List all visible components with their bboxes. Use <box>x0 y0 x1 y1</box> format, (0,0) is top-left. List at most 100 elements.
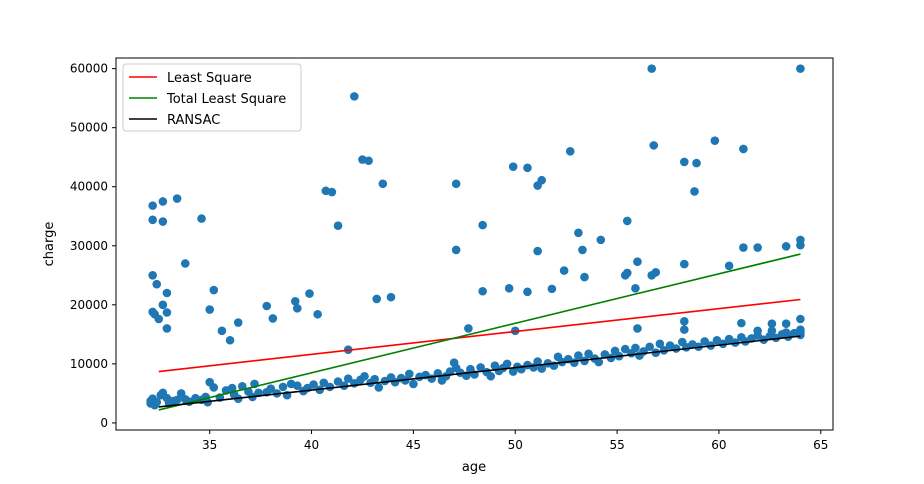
data-point <box>372 294 382 304</box>
data-point <box>266 384 276 393</box>
data-point <box>680 157 689 167</box>
data-point <box>364 156 373 166</box>
data-point <box>578 245 587 255</box>
y-tick-label: 20000 <box>70 298 108 312</box>
data-point <box>386 292 396 302</box>
data-point <box>319 378 329 388</box>
data-point <box>227 383 237 393</box>
legend-label-2: RANSAC <box>167 113 220 128</box>
y-tick-label: 60000 <box>70 62 108 76</box>
data-point <box>700 337 709 346</box>
data-point <box>739 144 748 154</box>
data-point <box>158 300 168 310</box>
data-point <box>205 305 214 314</box>
data-point <box>659 345 669 355</box>
fit-lines-layer <box>158 253 801 411</box>
data-point <box>796 240 805 250</box>
data-point <box>537 364 547 373</box>
data-point <box>584 349 593 359</box>
data-point <box>327 187 337 197</box>
data-point <box>718 339 728 349</box>
data-point <box>162 308 172 317</box>
data-point <box>622 216 632 226</box>
data-point <box>580 272 589 282</box>
data-point <box>360 371 369 381</box>
data-point <box>710 136 720 145</box>
data-point <box>781 319 791 329</box>
data-point <box>622 268 632 278</box>
y-tick-label: 50000 <box>70 121 108 135</box>
data-point <box>162 324 172 333</box>
data-point <box>451 245 461 255</box>
data-point <box>680 317 689 326</box>
data-point <box>565 146 575 156</box>
data-point <box>464 324 473 333</box>
data-point <box>148 201 157 210</box>
data-point <box>209 285 219 295</box>
data-point <box>645 342 654 352</box>
x-tick-label: 65 <box>813 438 828 452</box>
data-point <box>343 374 353 383</box>
data-point <box>655 339 665 349</box>
data-point <box>649 141 659 150</box>
data-point <box>313 309 322 319</box>
legend: Least Square Total Least Square RANSAC <box>122 63 302 132</box>
data-point <box>574 228 583 238</box>
data-point <box>647 270 657 280</box>
data-point <box>633 324 642 333</box>
data-point <box>796 314 805 324</box>
data-point <box>478 220 487 230</box>
data-point <box>292 304 302 313</box>
data-point <box>753 331 762 340</box>
data-point <box>262 301 272 311</box>
data-point <box>225 335 235 345</box>
data-point <box>680 259 689 269</box>
data-point <box>233 318 243 327</box>
data-point <box>753 243 762 252</box>
data-point <box>209 383 219 392</box>
data-point <box>631 283 640 293</box>
data-point <box>405 369 414 379</box>
fit-line-2 <box>158 335 801 408</box>
data-point <box>533 357 542 366</box>
data-point <box>152 397 162 407</box>
x-axis: 35 40 45 50 55 60 65 <box>202 430 828 452</box>
legend-label-1: Total Least Square <box>166 92 286 107</box>
data-point <box>180 259 190 268</box>
data-point <box>547 284 557 294</box>
data-point <box>290 296 300 306</box>
data-point <box>671 344 681 353</box>
data-point <box>378 179 388 189</box>
data-point <box>305 289 314 298</box>
data-point <box>268 314 278 323</box>
data-point <box>724 261 734 271</box>
data-point <box>737 318 746 328</box>
data-point <box>796 64 805 73</box>
data-point <box>523 163 532 173</box>
x-tick-label: 60 <box>711 438 726 452</box>
data-point <box>172 194 182 203</box>
data-point <box>333 377 343 386</box>
data-point <box>451 179 461 189</box>
fit-line-0 <box>158 298 801 373</box>
data-point <box>620 344 630 354</box>
data-point <box>680 325 689 334</box>
data-point <box>158 217 168 226</box>
data-point <box>172 395 182 405</box>
data-point <box>152 279 162 289</box>
data-point <box>278 382 288 392</box>
data-point <box>409 379 418 389</box>
data-point <box>692 158 701 168</box>
data-point <box>508 162 518 171</box>
data-point <box>148 270 157 280</box>
data-point <box>374 383 384 392</box>
x-tick-label: 55 <box>609 438 624 452</box>
data-point <box>533 246 542 256</box>
data-point <box>781 242 791 251</box>
data-point <box>478 286 487 296</box>
x-axis-label: age <box>462 460 486 475</box>
x-tick-label: 35 <box>202 438 217 452</box>
data-point <box>502 359 512 369</box>
legend-box <box>122 63 302 132</box>
